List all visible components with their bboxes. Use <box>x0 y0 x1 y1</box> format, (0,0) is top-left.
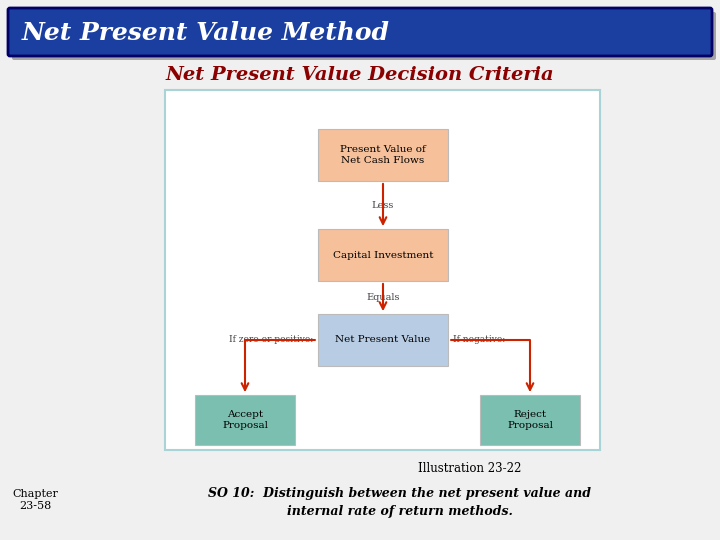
Bar <box>165 90 600 450</box>
Text: Equals: Equals <box>366 293 400 302</box>
Text: Present Value of
Net Cash Flows: Present Value of Net Cash Flows <box>340 145 426 165</box>
Text: SO 10:  Distinguish between the net present value and: SO 10: Distinguish between the net prese… <box>209 487 592 500</box>
Bar <box>480 395 580 445</box>
Text: If negative:: If negative: <box>453 335 505 345</box>
Text: Accept
Proposal: Accept Proposal <box>222 410 268 430</box>
Text: If zero or positive:: If zero or positive: <box>229 335 313 345</box>
Bar <box>318 229 448 281</box>
Text: Capital Investment: Capital Investment <box>333 251 433 260</box>
FancyBboxPatch shape <box>12 12 716 60</box>
Text: internal rate of return methods.: internal rate of return methods. <box>287 505 513 518</box>
Bar <box>318 314 448 366</box>
Text: Chapter
23-58: Chapter 23-58 <box>12 489 58 511</box>
Bar <box>318 129 448 181</box>
Text: Less: Less <box>372 200 394 210</box>
Text: Reject
Proposal: Reject Proposal <box>507 410 553 430</box>
Text: Illustration 23-22: Illustration 23-22 <box>418 462 522 475</box>
FancyBboxPatch shape <box>8 8 712 56</box>
Text: Net Present Value: Net Present Value <box>336 335 431 345</box>
Text: Net Present Value Decision Criteria: Net Present Value Decision Criteria <box>166 66 554 84</box>
Text: Net Present Value Method: Net Present Value Method <box>22 21 390 45</box>
Bar <box>195 395 295 445</box>
